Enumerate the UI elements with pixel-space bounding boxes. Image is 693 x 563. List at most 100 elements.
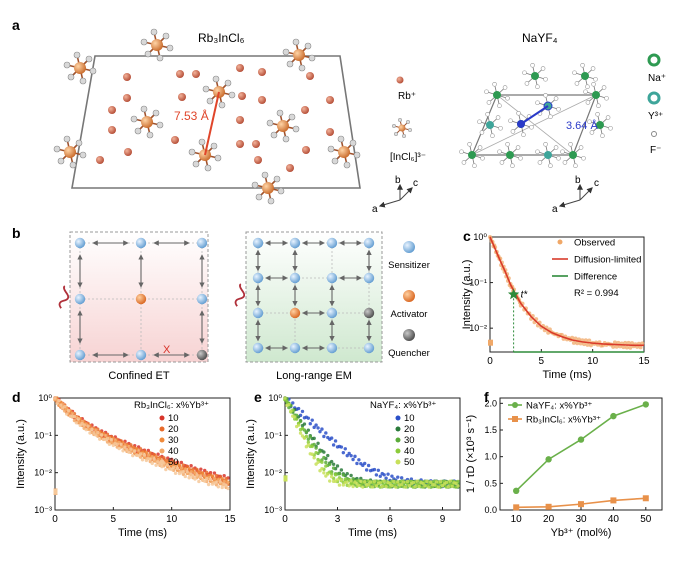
decay-point-50: [224, 483, 228, 488]
cl-ion: [292, 38, 300, 46]
f-ion: [492, 81, 497, 87]
decay-point-10: [366, 463, 371, 468]
decay-point-50: [363, 479, 367, 484]
decay-point-10: [314, 423, 318, 427]
observed-point: [630, 341, 635, 346]
cl-ion: [255, 193, 263, 201]
legend-swatch-50: [395, 459, 401, 465]
decay-point-50: [105, 436, 110, 441]
cl-ion: [79, 77, 87, 85]
decay-point-20: [224, 477, 228, 481]
f-ion: [568, 141, 573, 147]
legend-quencher-icon: [403, 329, 415, 341]
cl-ion: [337, 135, 345, 143]
rb-ion: [301, 106, 309, 114]
decay-point-50: [436, 485, 441, 489]
observed-point: [573, 336, 578, 341]
x-tick-label: 6: [387, 514, 393, 525]
chart-d: d 0 5 10 15 10⁰ 10⁻¹ 10⁻² 10⁻³ Time (ms) Intensity…: [12, 389, 236, 539]
decay-point-20: [195, 467, 199, 472]
decay-point-40: [193, 470, 197, 475]
decay-point-10: [324, 431, 328, 435]
decay-point-40: [181, 472, 186, 476]
y-tick-label: 10⁻²: [264, 468, 282, 478]
decay-point-50: [119, 442, 123, 447]
decay-point-50: [411, 480, 416, 485]
panel-a: a Rb₃InCl₆ 7.53 Å Rb⁺ [InCl₆]³⁻ a b c Na…: [12, 17, 666, 215]
decay-point-50: [99, 433, 104, 437]
cl-ion: [150, 28, 158, 36]
y-tick-label: 0.5: [484, 478, 497, 488]
legend-f-label: F⁻: [650, 145, 661, 156]
legend-rb-label: Rb⁺: [398, 91, 416, 102]
legend-y-label: Y³⁺: [648, 111, 663, 122]
decay-point-50: [88, 431, 92, 435]
decay-point-40: [320, 460, 324, 464]
f-ion: [459, 149, 464, 155]
observed-point: [612, 340, 617, 345]
decay-point-50: [329, 475, 334, 479]
decay-point-30: [187, 466, 191, 471]
decay-point-50: [171, 465, 176, 470]
observed-point: [582, 342, 587, 347]
axis-b-right: b: [575, 175, 581, 186]
activator-ion: [289, 307, 301, 319]
decay-point-20: [162, 456, 166, 460]
decay-point-50: [326, 472, 330, 476]
legend-label-50: 50: [168, 457, 179, 468]
decay-point-50: [302, 436, 307, 440]
cl-ion: [89, 67, 97, 75]
f-ion: [589, 130, 595, 135]
sensitizer-ion: [289, 342, 301, 354]
rb-ion: [108, 126, 116, 134]
excitation-wave-right: [234, 283, 246, 307]
decay-point-20: [349, 473, 353, 478]
f-ion: [530, 62, 535, 68]
cl-ion: [140, 38, 148, 46]
distance-label-right: 3.64 Å: [566, 119, 598, 132]
decay-point-10: [353, 454, 357, 459]
decay-point-50: [359, 479, 363, 484]
rb-ion: [326, 128, 334, 136]
decay-point-50: [96, 430, 100, 435]
rb-ion: [236, 64, 244, 72]
cl-ion: [261, 171, 269, 179]
sensitizer-ion: [135, 237, 147, 249]
sensitizer-ion: [74, 237, 86, 249]
decay-point-50: [300, 434, 305, 438]
y-tick-label: 10⁻³: [264, 505, 282, 515]
naYF4-structure: [459, 62, 613, 169]
cl-ion: [276, 109, 284, 117]
sensitizer-ion: [196, 293, 208, 305]
decay-point-50: [444, 480, 449, 485]
decay-point-50: [173, 471, 178, 476]
decay-point-50: [287, 402, 291, 407]
decay-point-50: [434, 480, 439, 484]
decay-point-40: [105, 440, 110, 444]
decay-point-50: [226, 486, 230, 491]
sensitizer-ion: [252, 272, 264, 284]
distance-line-left: [204, 91, 220, 156]
cl-ion: [349, 139, 357, 147]
sensitizer-ion: [363, 272, 375, 284]
legend-quencher-label: Quencher: [388, 348, 430, 359]
decay-point-50: [204, 476, 209, 481]
decay-point-50: [218, 480, 222, 484]
in-ion: [262, 182, 274, 194]
f-ion: [510, 129, 516, 134]
chart-c: c 0 5 10 15 10⁰ 10⁻¹ 10⁻² Time (ms) Intensity (a.…: [461, 228, 650, 381]
decay-point-20: [302, 422, 307, 426]
f-ion: [543, 141, 548, 147]
rb-ion: [326, 96, 334, 104]
t-star-label: t*: [521, 289, 529, 300]
decay-point-10: [364, 468, 369, 472]
x-tick-label: 15: [224, 514, 236, 525]
point-rb3incl6: [513, 504, 520, 511]
decay-point-50: [150, 461, 154, 466]
decay-point-50: [154, 463, 158, 467]
point-nayf4: [545, 456, 552, 463]
decay-point-50: [133, 449, 137, 453]
y-tick-label: 10⁻²: [34, 468, 52, 478]
f-ion: [485, 111, 490, 117]
x-tick-label: 5: [111, 514, 117, 525]
